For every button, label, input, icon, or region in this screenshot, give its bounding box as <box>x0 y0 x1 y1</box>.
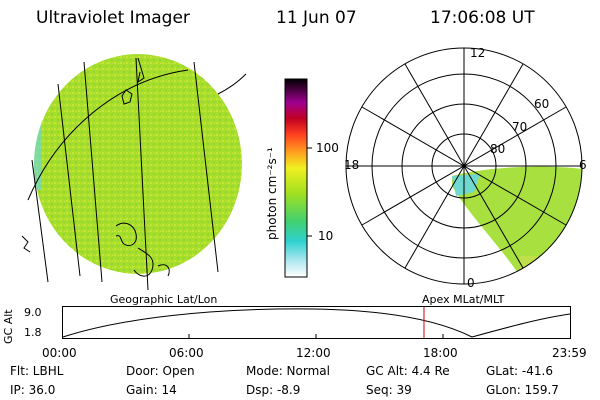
dsp-status: Dsp: -8.9 <box>246 383 301 397</box>
observation-time: 17:06:08 UT <box>430 8 535 28</box>
geographic-panel-title: Geographic Lat/Lon <box>110 293 218 306</box>
glon-status: GLon: 159.7 <box>486 383 559 397</box>
oval-edge <box>452 174 480 196</box>
altitude-curve <box>62 308 571 338</box>
time-tick-marks <box>188 334 444 339</box>
glat-status: GLat: -41.6 <box>486 364 553 378</box>
colorbar-unit-label: photon cm⁻²s⁻¹ <box>265 147 279 240</box>
earth-disk <box>34 54 242 274</box>
time-tick-2359: 23:59 <box>552 346 587 360</box>
mode-status: Mode: Normal <box>246 364 330 378</box>
time-tick-1200: 12:00 <box>296 346 331 360</box>
mlt-label-12: 12 <box>470 46 486 60</box>
lat-label-70: 70 <box>512 120 528 134</box>
colorbar <box>284 78 312 278</box>
mlt-label-18: 18 <box>344 158 360 172</box>
time-tick-0600: 06:00 <box>169 346 204 360</box>
mlt-label-6: 6 <box>579 158 587 172</box>
polar-plot <box>345 47 583 285</box>
sequence-status: Seq: 39 <box>366 383 412 397</box>
altitude-tick-high: 9.0 <box>24 306 42 319</box>
observation-date: 11 Jun 07 <box>276 8 357 28</box>
colorbar-tick-10: 10 <box>318 229 334 243</box>
door-status: Door: Open <box>126 364 195 378</box>
time-tick-1800: 18:00 <box>423 346 458 360</box>
lat-label-60: 60 <box>534 97 550 111</box>
disk-edge-glow <box>34 110 42 190</box>
longitude-lines <box>27 57 219 290</box>
mlt-spokes <box>346 48 582 284</box>
altitude-axis-label: GC Alt <box>2 309 15 344</box>
altitude-tick-low: 1.8 <box>24 326 42 339</box>
colorbar-tick-100: 100 <box>316 141 339 155</box>
gain-status: Gain: 14 <box>126 383 177 397</box>
instrument-title: Ultraviolet Imager <box>36 8 190 28</box>
filter-status: Flt: LBHL <box>10 364 64 378</box>
ip-status: IP: 36.0 <box>10 383 56 397</box>
gc-altitude-status: GC Alt: 4.4 Re <box>366 364 450 378</box>
altitude-timeline <box>62 306 571 339</box>
altitude-frame <box>62 306 571 339</box>
lat-label-80: 80 <box>490 142 506 156</box>
apex-panel-title: Apex MLat/MLT <box>422 293 505 306</box>
geographic-image <box>21 54 247 290</box>
coastline <box>21 57 247 277</box>
time-tick-0000: 00:00 <box>42 346 77 360</box>
mlt-label-0: 0 <box>467 276 475 290</box>
